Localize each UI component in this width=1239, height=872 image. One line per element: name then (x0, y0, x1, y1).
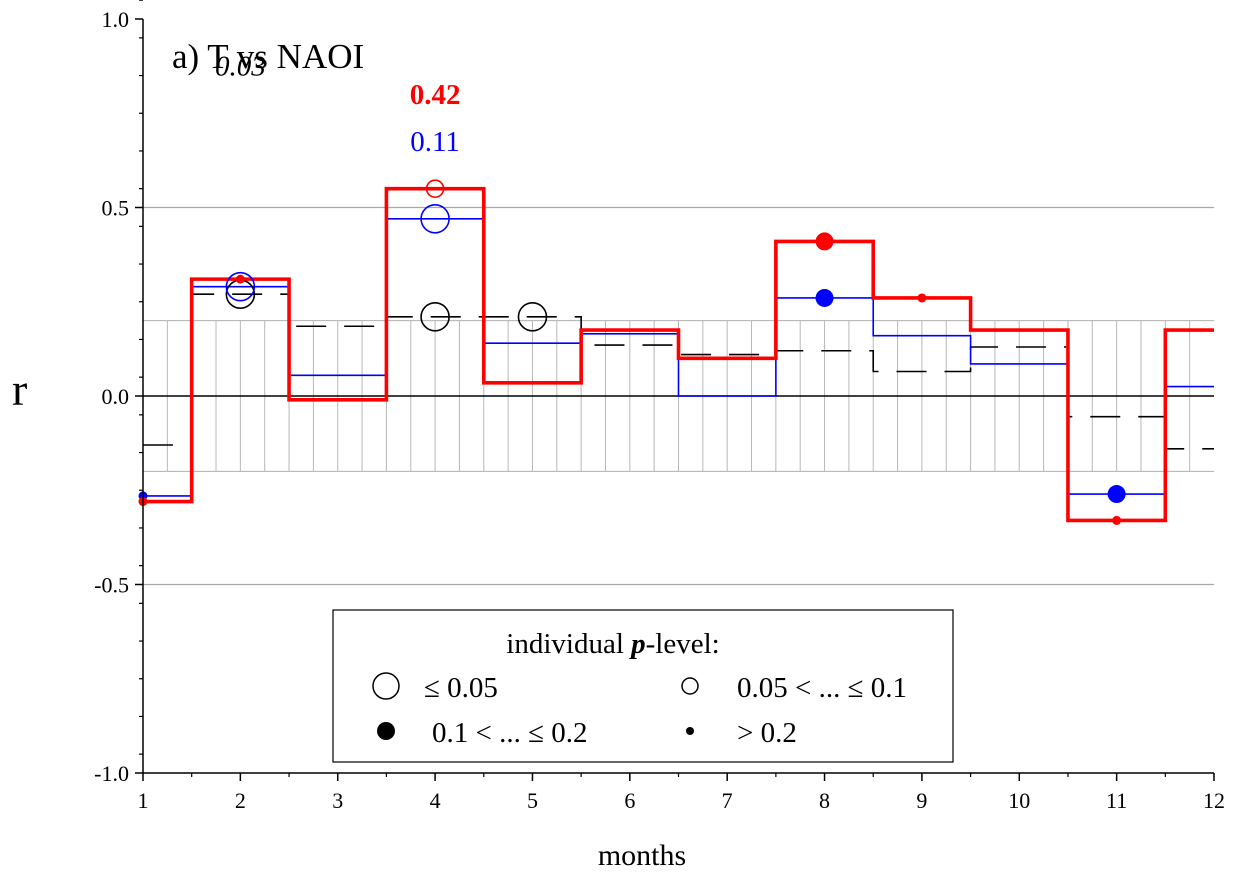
x-tick-label: 3 (332, 788, 343, 813)
y-tick-label: -1.0 (94, 761, 129, 786)
annotation-2: 0.11 (410, 126, 460, 158)
legend-title: individual p-level: (506, 628, 719, 660)
legend-title-symbol: p (628, 628, 646, 660)
marker-series-2-month-2 (235, 274, 245, 284)
legend-marker-0-1-to-0-2 (377, 722, 395, 740)
marker-series-2-month-11 (1112, 515, 1122, 525)
marker-series-1-month-2 (225, 271, 256, 302)
series-lines (143, 186, 1214, 523)
y-axis-label: r (12, 364, 27, 415)
marker-series-1-month-8 (815, 288, 834, 307)
x-tick-label: 5 (527, 788, 538, 813)
legend-label-0-1-to-0-2: 0.1 < ... ≤ 0.2 (432, 717, 588, 749)
annotations: 0.03 0.42 0.11 (215, 51, 460, 158)
y-tick-label: 0.5 (102, 196, 130, 221)
marker-series-0-month-5 (517, 302, 548, 332)
x-tick-label: 1 (138, 788, 149, 813)
legend-title-suffix: -level: (646, 628, 720, 660)
x-axis-label: months (598, 839, 686, 872)
x-tick-label: 11 (1106, 788, 1127, 813)
marker-series-2-month-8 (815, 232, 834, 251)
annotation-1: 0.42 (410, 79, 461, 111)
legend: individual p-level: ≤ 0.05 0.05 < ... ≤ … (332, 609, 954, 763)
legend-title-prefix: individual (506, 628, 631, 660)
y-tick-label: -0.5 (94, 573, 129, 598)
legend-marker-0-05-to-0-1 (681, 677, 699, 695)
chart-title: a) T vs NAOI (172, 37, 364, 76)
marker-series-1-month-11 (1107, 485, 1126, 504)
marker-series-2-month-4 (425, 179, 445, 198)
axes: 1.00.50.0-0.5-1.01 2 3 4 5 6 7 8 9 10 11 12 (94, 0, 1225, 813)
x-tick-label: 7 (722, 788, 733, 813)
marker-series-0-month-4 (420, 302, 450, 332)
series-markers (138, 179, 1126, 525)
legend-label-gt-0-2: > 0.2 (737, 717, 797, 749)
x-tick-label: 12 (1203, 788, 1225, 813)
x-tick-label: 9 (916, 788, 927, 813)
x-tick-label: 6 (624, 788, 635, 813)
legend-label-le-0-05: ≤ 0.05 (424, 672, 498, 704)
legend-marker-le-0-05 (372, 672, 400, 700)
y-tick-label: 0.0 (102, 384, 130, 409)
annotation-0: 0.03 (215, 51, 266, 83)
series-line-2 (143, 186, 1214, 523)
x-tick-label: 10 (1008, 788, 1030, 813)
marker-series-2-month-9 (917, 293, 927, 303)
marker-series-1-month-4 (420, 204, 450, 234)
x-tick-label: 2 (235, 788, 246, 813)
x-tick-label: 8 (819, 788, 830, 813)
legend-label-0-05-to-0-1: 0.05 < ... ≤ 0.1 (737, 672, 907, 704)
legend-box (332, 609, 954, 763)
y-tick-label: 1.0 (102, 7, 130, 32)
x-tick-label: 4 (430, 788, 441, 813)
legend-marker-gt-0-2 (686, 727, 694, 735)
